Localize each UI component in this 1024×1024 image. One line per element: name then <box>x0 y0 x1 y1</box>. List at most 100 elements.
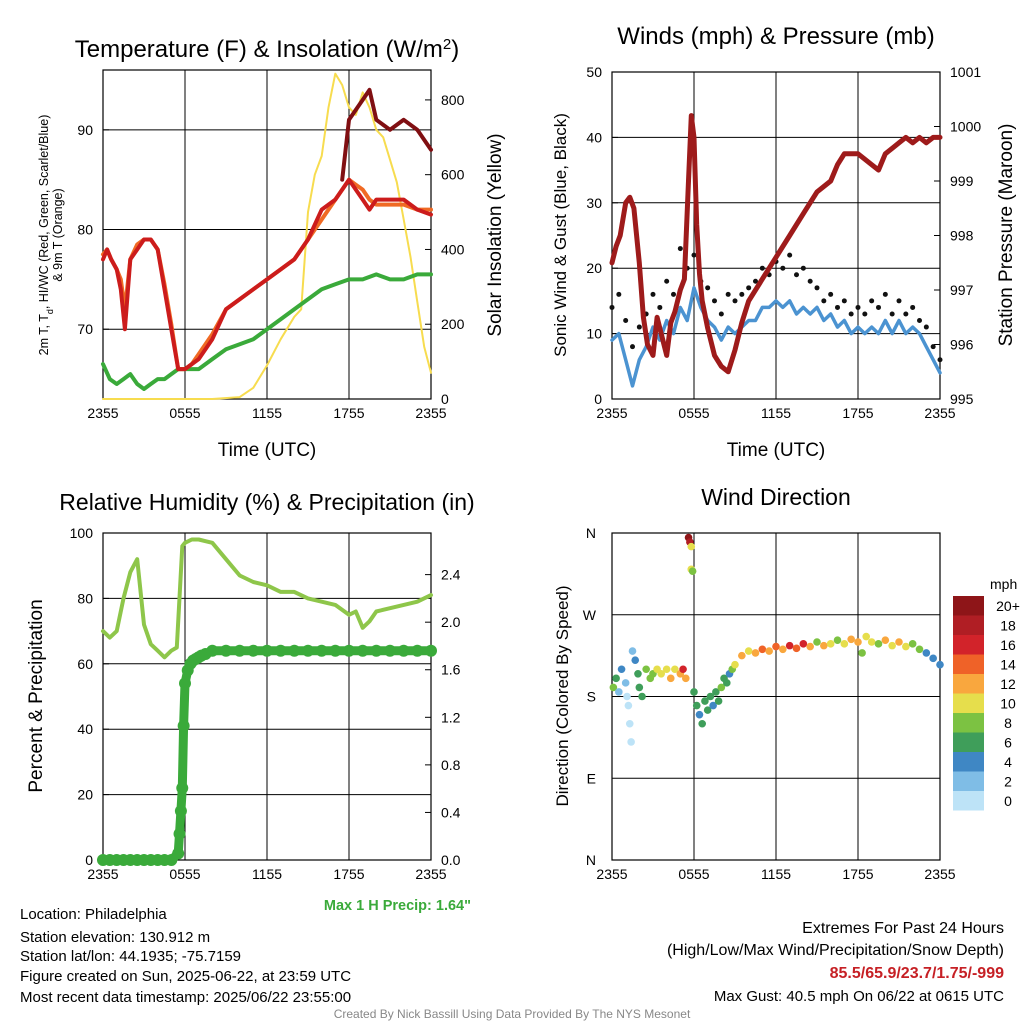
direction-point <box>666 674 675 683</box>
y-tick-label: 20 <box>77 787 93 803</box>
info-recent: Most recent data timestamp: 2025/06/22 2… <box>20 989 352 1006</box>
direction-point <box>936 660 944 669</box>
precipitation-point <box>302 644 314 657</box>
gust-point <box>746 285 752 291</box>
precipitation-point <box>343 644 355 657</box>
extremes-subheading: (High/Low/Max Wind/Precipitation/Snow De… <box>666 942 1004 959</box>
x-tick-label: 1755 <box>842 866 873 882</box>
gust-point <box>882 291 888 297</box>
legend-title: mph <box>990 576 1017 592</box>
panel-title: Temperature (F) & Insolation (W/m2) <box>75 36 459 64</box>
direction-point <box>692 701 701 710</box>
direction-point <box>623 692 631 701</box>
direction-point <box>687 542 696 551</box>
gust-point <box>835 304 840 310</box>
direction-point <box>833 636 842 644</box>
y-tick-label: 10 <box>586 326 602 342</box>
y-tick-label: N <box>586 852 596 868</box>
temperature-line <box>101 177 433 372</box>
precipitation-point <box>425 644 437 657</box>
plot-frame <box>102 69 432 400</box>
y2-tick-label: 998 <box>950 228 974 244</box>
precipitation-point <box>174 804 187 817</box>
gust-point <box>753 278 758 284</box>
insolation-line <box>102 72 432 400</box>
x-tick-label: 2355 <box>87 405 118 421</box>
y2-tick-label: 400 <box>441 241 465 257</box>
direction-point <box>840 640 849 648</box>
direction-point <box>922 649 931 657</box>
gust-point <box>671 291 676 297</box>
direction-point <box>703 706 712 714</box>
y2-tick-label: 2.4 <box>441 567 461 583</box>
precipitation-point <box>179 677 191 690</box>
direction-point <box>612 674 620 683</box>
speed-legend: mph 20+ 18 16 14 12 10 8 6 4 2 0 <box>953 576 1020 811</box>
gust-point <box>657 304 663 310</box>
direction-point <box>615 688 623 696</box>
y-tick-label: W <box>583 607 597 623</box>
gust-point <box>794 272 799 278</box>
direction-point <box>806 642 814 651</box>
gust-point <box>800 265 806 271</box>
gust-point <box>739 291 745 297</box>
direction-point <box>690 688 698 696</box>
direction-point <box>642 665 650 674</box>
direction-point <box>751 649 760 657</box>
gust-point <box>616 291 622 297</box>
x-tick-label: 2355 <box>596 405 627 421</box>
precipitation-point <box>173 827 186 840</box>
y2-tick-label: 1001 <box>950 64 981 80</box>
y2-tick-label: 995 <box>950 391 974 407</box>
direction-point <box>915 645 924 654</box>
direction-point <box>929 654 937 663</box>
gust-point <box>862 311 868 317</box>
direction-point <box>847 635 855 644</box>
gust-point <box>841 298 847 304</box>
x-tick-label: 2355 <box>596 866 627 882</box>
x-axis-label: Time (UTC) <box>218 440 317 461</box>
direction-point <box>624 701 633 710</box>
direction-point <box>631 656 640 664</box>
legend-swatch <box>953 693 984 713</box>
x-tick-label: 2355 <box>415 866 446 882</box>
legend-label: 8 <box>1004 715 1012 731</box>
pressure-line <box>609 113 943 375</box>
gust-point <box>889 311 895 317</box>
y-tick-label: 20 <box>586 260 602 276</box>
direction-point <box>625 719 634 728</box>
legend-label: 6 <box>1004 734 1012 750</box>
legend-label: 10 <box>1000 695 1016 711</box>
precipitation-point <box>397 644 410 657</box>
y2-tick-label: 996 <box>950 337 974 353</box>
y-tick-label: 40 <box>586 129 602 145</box>
gust-point <box>718 311 724 317</box>
direction-point <box>709 701 717 710</box>
gust-point <box>630 344 635 350</box>
direction-point <box>862 632 870 641</box>
extremes-max-gust: Max Gust: 40.5 mph On 06/22 at 0615 UTC <box>713 988 1004 1005</box>
direction-point <box>881 636 890 644</box>
y-tick-label: 60 <box>77 656 93 672</box>
gust-point <box>930 344 936 350</box>
x-tick-label: 1755 <box>333 405 364 421</box>
legend-swatch <box>953 596 984 616</box>
direction-point <box>744 647 753 655</box>
gust-point <box>623 318 629 324</box>
y2-tick-label: 200 <box>441 316 465 332</box>
direction-point <box>679 665 687 674</box>
direction-point <box>717 683 726 692</box>
info-latlon: Station lat/lon: 44.1935; -75.7159 <box>20 948 242 965</box>
y-tick-label: 80 <box>77 222 93 238</box>
direction-point <box>638 692 646 701</box>
direction-point <box>854 638 862 646</box>
direction-point <box>634 669 642 678</box>
y2-tick-label: 0.8 <box>441 757 461 773</box>
direction-point <box>628 647 637 655</box>
gust-point <box>609 304 615 310</box>
precipitation-point <box>206 644 219 657</box>
y2-axis-label: Station Pressure (Maroon) <box>996 124 1017 347</box>
gust-point <box>821 298 827 304</box>
direction-point <box>785 641 794 650</box>
